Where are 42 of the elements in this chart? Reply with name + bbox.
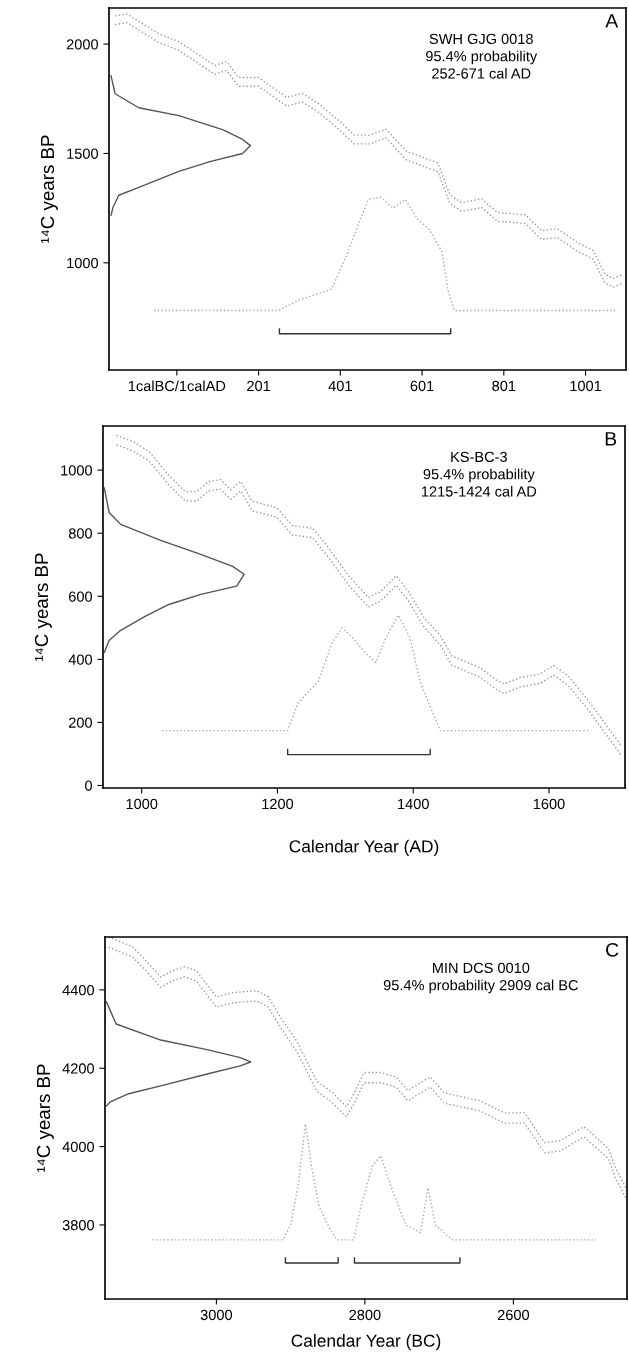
y-tick-label: 200 [68, 717, 93, 728]
y-axis-title: ¹⁴C years BP [36, 1064, 54, 1172]
annotation: KS-BC-3 95.4% probability 1215-1424 cal AD [421, 451, 537, 497]
line-series [161, 614, 591, 732]
y-tick-label: 600 [68, 591, 93, 602]
annotation: B [605, 432, 617, 446]
x-tick-label: 1600 [533, 798, 565, 810]
x-tick-label: 401 [328, 380, 352, 392]
y-tick-label: 800 [68, 528, 93, 539]
x-tick-label: 2800 [349, 1309, 381, 1321]
x-tick-label: 601 [410, 380, 434, 392]
x-tick-label: 1200 [262, 798, 294, 810]
x-axis-title: Calendar Year (BC) [291, 1334, 441, 1351]
x-tick-label: 801 [492, 380, 516, 392]
x-tick-label: 1calBC/1calAD [128, 380, 226, 392]
line-series [151, 1123, 597, 1241]
y-tick-label: 400 [68, 654, 93, 665]
line-series [110, 75, 252, 216]
line-series [103, 487, 245, 654]
y-tick-label: 4400 [62, 984, 95, 996]
y-tick-label: 1500 [67, 148, 99, 159]
annotation: SWH GJG 0018 95.4% probability 252-671 cal AD [425, 33, 538, 79]
y-axis-title: ¹⁴C years BP [40, 135, 58, 243]
x-tick-label: 1000 [126, 798, 158, 810]
x-tick-label: 2600 [497, 1309, 530, 1321]
annotation: A [605, 14, 619, 28]
x-axis-title: Calendar Year (AD) [289, 839, 439, 856]
y-tick-label: 1000 [61, 465, 93, 476]
annotation: C [606, 942, 619, 957]
y-tick-label: 4000 [62, 1141, 95, 1153]
x-tick-label: 1400 [398, 798, 429, 810]
y-tick-label: 4200 [62, 1063, 95, 1074]
x-tick-label: 201 [247, 380, 271, 392]
y-tick-label: 0 [85, 780, 93, 791]
x-tick-label: 1001 [570, 380, 602, 392]
x-tick-label: 3000 [200, 1309, 233, 1321]
y-axis-title: ¹⁴C years BP [34, 553, 52, 661]
y-tick-label: 2000 [66, 39, 99, 50]
y-tick-label: 3800 [62, 1220, 95, 1231]
y-tick-label: 1000 [67, 257, 99, 269]
line-series [105, 1001, 252, 1107]
annotation: MIN DCS 0010 95.4% probability 2909 cal BC [383, 962, 578, 994]
